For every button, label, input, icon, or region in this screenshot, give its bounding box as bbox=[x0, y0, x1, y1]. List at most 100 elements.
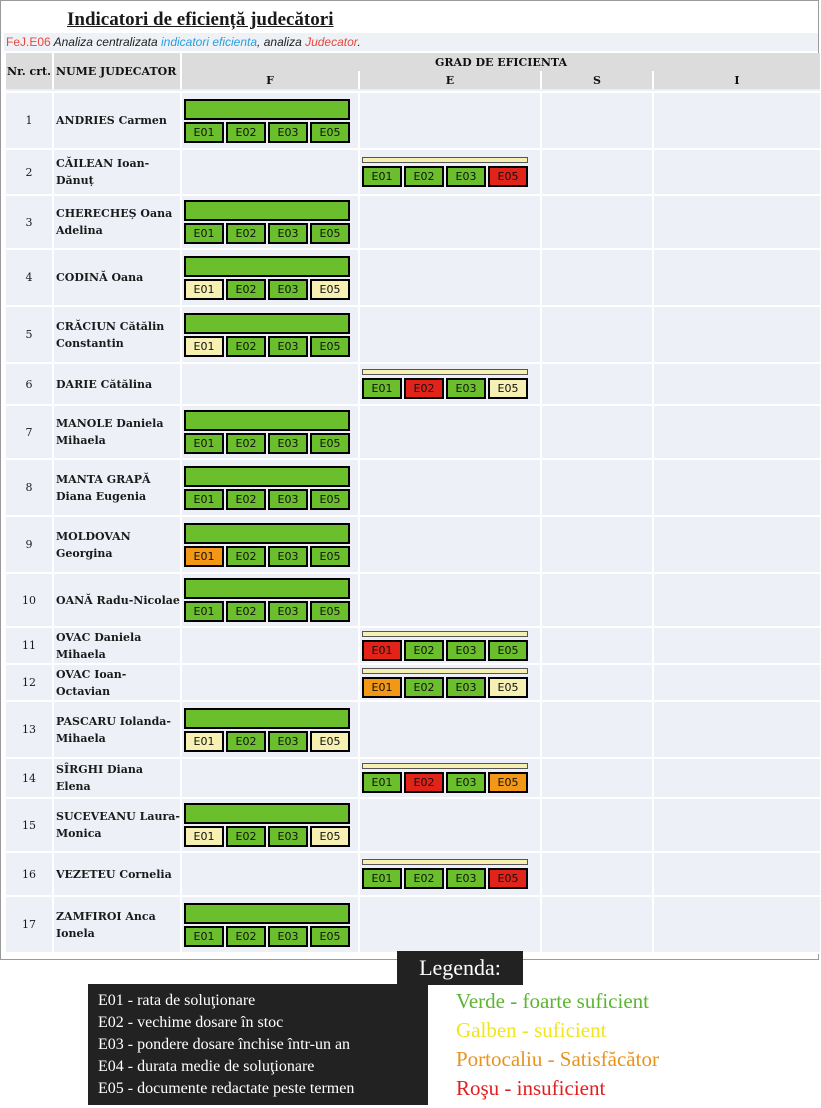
indicator-boxes: E01 E02 E03 E05 bbox=[184, 730, 350, 752]
indicator-group: E01 E02 E03 E05 bbox=[184, 465, 350, 510]
grade-bar bbox=[184, 465, 350, 487]
indicator-group: E01 E02 E03 E05 bbox=[362, 859, 528, 889]
indicator-e05: E05 bbox=[310, 925, 350, 947]
grade-cell-f: E01 E02 E03 E05 bbox=[182, 93, 358, 150]
indicator-boxes: E01 E02 E03 E05 bbox=[362, 639, 528, 661]
grade-cell-e bbox=[360, 196, 540, 250]
grade-cell-s bbox=[542, 759, 652, 799]
grade-cell-f: E01 E02 E03 E05 bbox=[182, 196, 358, 250]
indicator-e05: E05 bbox=[310, 121, 350, 143]
row-number: 11 bbox=[6, 628, 52, 665]
indicator-e05: E05 bbox=[488, 676, 528, 698]
indicator-e01: E01 bbox=[184, 601, 224, 622]
report-frame: Indicatori de eficiență judecători FeJ.E… bbox=[0, 0, 820, 960]
grade-bar bbox=[362, 157, 528, 163]
subtitle-link-judge[interactable]: Judecator bbox=[305, 35, 358, 49]
row-number: 9 bbox=[6, 517, 52, 574]
legend-item: E01 - rata de soluţionare bbox=[98, 992, 256, 1009]
grade-cell-e bbox=[360, 250, 540, 307]
legend-item: E04 - durata medie de soluţionare bbox=[98, 1058, 315, 1075]
indicator-e03: E03 bbox=[446, 676, 486, 698]
indicator-e02: E02 bbox=[226, 730, 266, 752]
row-number: 8 bbox=[6, 460, 52, 517]
indicator-e02: E02 bbox=[226, 433, 266, 454]
grade-cell-s bbox=[542, 93, 652, 150]
indicator-group: E01 E02 E03 E05 bbox=[184, 255, 350, 300]
indicator-e03: E03 bbox=[268, 488, 308, 510]
report-code: FeJ.E06 bbox=[6, 35, 51, 49]
header-name: NUME JUDECATOR bbox=[54, 53, 180, 89]
indicator-e01: E01 bbox=[362, 378, 402, 399]
grade-bar bbox=[184, 522, 350, 544]
indicator-e02: E02 bbox=[404, 676, 444, 698]
indicator-e01: E01 bbox=[184, 730, 224, 752]
indicator-e05: E05 bbox=[488, 639, 528, 661]
indicator-boxes: E01 E02 E03 E05 bbox=[184, 433, 350, 454]
grade-cell-i bbox=[654, 150, 820, 196]
grade-cell-e: E01 E02 E03 E05 bbox=[360, 853, 540, 897]
grade-cell-i bbox=[654, 93, 820, 150]
indicator-group: E01 E02 E03 E05 bbox=[184, 312, 350, 357]
indicator-e03: E03 bbox=[268, 121, 308, 143]
indicator-e03: E03 bbox=[268, 335, 308, 357]
subtitle-text: , analiza bbox=[257, 35, 306, 49]
judge-name: DARIE Cătălina bbox=[54, 364, 180, 406]
row-number: 2 bbox=[6, 150, 52, 196]
legend-title: Legenda: bbox=[397, 951, 523, 985]
grade-cell-e bbox=[360, 93, 540, 150]
judge-name: MANTA GRAPĂ Diana Eugenia bbox=[54, 460, 180, 517]
judge-name: MOLDOVAN Georgina bbox=[54, 517, 180, 574]
indicator-boxes: E01 E02 E03 E05 bbox=[184, 121, 350, 143]
indicator-e01: E01 bbox=[184, 223, 224, 244]
indicator-e02: E02 bbox=[404, 639, 444, 661]
indicator-e05: E05 bbox=[488, 868, 528, 889]
table-row: 10 OANĂ Radu-Nicolae E01 E02 E03 E05 bbox=[6, 574, 820, 628]
indicator-e03: E03 bbox=[446, 868, 486, 889]
legend-item: E05 - documente redactate peste termen bbox=[98, 1080, 355, 1097]
table-row: 2 CĂILEAN Ioan-Dănuț E01 E02 E03 E05 bbox=[6, 150, 820, 196]
grade-cell-e bbox=[360, 897, 540, 954]
indicator-e03: E03 bbox=[268, 223, 308, 244]
grade-cell-i bbox=[654, 250, 820, 307]
grade-cell-i bbox=[654, 897, 820, 954]
indicator-e05: E05 bbox=[310, 433, 350, 454]
grade-cell-f bbox=[182, 628, 358, 665]
indicator-e01: E01 bbox=[362, 868, 402, 889]
indicator-e03: E03 bbox=[446, 639, 486, 661]
grade-cell-s bbox=[542, 196, 652, 250]
judge-name: OVAC Ioan-Octavian bbox=[54, 665, 180, 702]
grade-cell-i bbox=[654, 307, 820, 364]
row-number: 16 bbox=[6, 853, 52, 897]
indicator-e05: E05 bbox=[310, 278, 350, 300]
indicator-e01: E01 bbox=[184, 925, 224, 947]
subtitle-text: . bbox=[357, 35, 361, 49]
judge-name: CRĂCIUN Cătălin Constantin bbox=[54, 307, 180, 364]
indicator-boxes: E01 E02 E03 E05 bbox=[184, 488, 350, 510]
grade-cell-e bbox=[360, 307, 540, 364]
indicator-boxes: E01 E02 E03 E05 bbox=[362, 676, 528, 698]
grade-cell-e: E01 E02 E03 E05 bbox=[360, 150, 540, 196]
indicator-boxes: E01 E02 E03 E05 bbox=[184, 335, 350, 357]
grade-bar bbox=[362, 859, 528, 865]
grade-cell-s bbox=[542, 574, 652, 628]
grade-bar bbox=[184, 200, 350, 221]
indicator-group: E01 E02 E03 E05 bbox=[184, 410, 350, 454]
judge-name: PASCARU Iolanda-Mihaela bbox=[54, 702, 180, 759]
indicator-e03: E03 bbox=[446, 772, 486, 793]
grade-cell-i bbox=[654, 665, 820, 702]
grade-cell-e bbox=[360, 406, 540, 460]
table-row: 17 ZAMFIROI Anca Ionela E01 E02 E03 E05 bbox=[6, 897, 820, 954]
header-grade-e: E bbox=[360, 71, 540, 89]
grade-cell-e: E01 E02 E03 E05 bbox=[360, 759, 540, 799]
indicator-e01: E01 bbox=[184, 121, 224, 143]
table-row: 16 VEZETEU Cornelia E01 E02 E03 E05 bbox=[6, 853, 820, 897]
indicator-e01: E01 bbox=[184, 488, 224, 510]
row-number: 5 bbox=[6, 307, 52, 364]
table-row: 7 MANOLE Daniela Mihaela E01 E02 E03 E05 bbox=[6, 406, 820, 460]
judge-name: VEZETEU Cornelia bbox=[54, 853, 180, 897]
indicator-e02: E02 bbox=[226, 121, 266, 143]
subtitle-link-indicators[interactable]: indicatori eficienta bbox=[160, 35, 258, 49]
legend-item: E03 - pondere dosare închise într-un an bbox=[98, 1036, 351, 1053]
grade-cell-s bbox=[542, 702, 652, 759]
grade-cell-f bbox=[182, 853, 358, 897]
